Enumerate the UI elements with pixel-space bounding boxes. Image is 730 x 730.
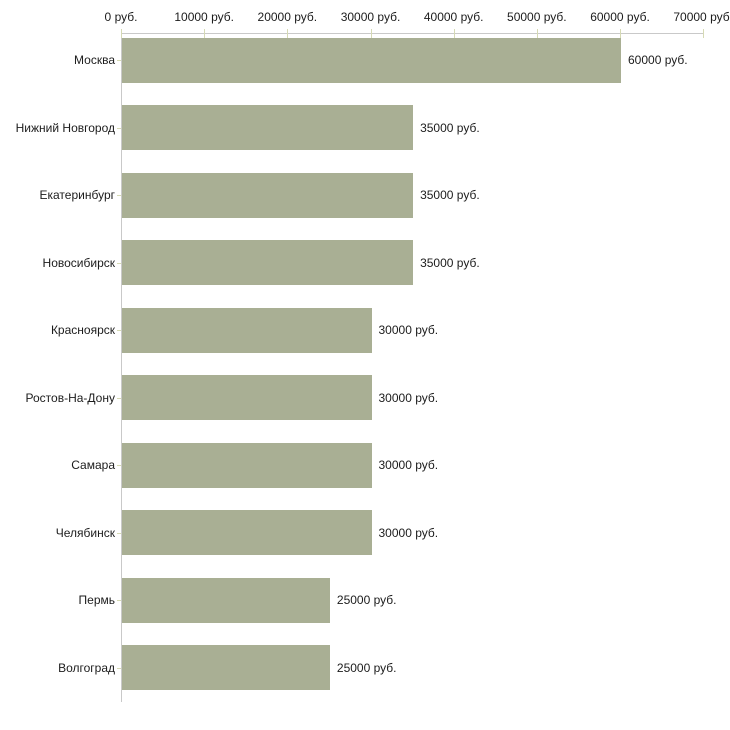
category-label: Москва xyxy=(74,53,115,67)
x-axis-tick xyxy=(453,29,455,38)
bar xyxy=(122,577,330,623)
bar xyxy=(122,645,330,690)
x-axis-tick-label: 30000 руб. xyxy=(340,10,401,24)
category-label: Пермь xyxy=(78,593,115,607)
value-label: 60000 руб. xyxy=(628,53,688,67)
x-axis-tick xyxy=(703,29,705,38)
category-label: Екатеринбург xyxy=(39,188,116,202)
bar xyxy=(122,240,414,285)
x-axis-tick xyxy=(370,29,372,38)
bar xyxy=(122,105,414,150)
value-label: 30000 руб. xyxy=(378,525,439,540)
x-axis-tick xyxy=(620,29,621,38)
y-axis-line xyxy=(121,33,122,702)
category-label: Ростов-На-Дону xyxy=(25,390,115,405)
category-label: Красноярск xyxy=(50,323,115,337)
x-axis-tick-label: 10000 руб. xyxy=(174,10,234,24)
x-axis-tick-label: 60000 руб. xyxy=(590,10,650,24)
x-axis-tick xyxy=(536,29,538,38)
x-axis-line xyxy=(121,33,704,34)
value-label: 35000 руб. xyxy=(420,255,480,270)
category-tick xyxy=(117,465,121,466)
x-axis-tick-label: 70000 руб. xyxy=(673,10,730,24)
category-tick xyxy=(117,330,121,331)
bar xyxy=(122,37,621,83)
value-label: 30000 руб. xyxy=(378,458,439,472)
bar xyxy=(122,510,372,555)
value-label: 35000 руб. xyxy=(420,188,480,202)
value-label: 35000 руб. xyxy=(420,120,480,135)
value-label: 25000 руб. xyxy=(336,593,397,607)
bar xyxy=(122,375,372,420)
x-axis-tick-label: 50000 руб. xyxy=(507,10,567,24)
bar xyxy=(122,307,372,353)
bar xyxy=(122,442,372,488)
category-tick xyxy=(117,600,121,601)
category-tick xyxy=(117,127,121,129)
x-axis-tick-label: 20000 руб. xyxy=(257,10,318,24)
value-label: 30000 руб. xyxy=(378,323,439,337)
value-label: 25000 руб. xyxy=(336,660,397,675)
x-axis-tick-label: 0 руб. xyxy=(104,10,138,24)
category-label: Нижний Новгород xyxy=(15,120,115,135)
x-axis-tick xyxy=(204,29,206,38)
category-tick xyxy=(117,532,121,534)
category-label: Волгоград xyxy=(58,660,115,675)
category-tick xyxy=(117,262,121,264)
bar xyxy=(122,172,414,218)
category-tick xyxy=(117,195,121,196)
value-label: 30000 руб. xyxy=(378,390,439,405)
category-label: Челябинск xyxy=(55,525,115,540)
category-tick xyxy=(117,397,121,399)
x-axis-tick-label: 40000 руб. xyxy=(423,10,484,24)
category-tick xyxy=(117,60,121,61)
x-axis-tick xyxy=(287,29,289,38)
category-tick xyxy=(117,667,121,669)
category-label: Новосибирск xyxy=(42,255,115,270)
x-axis-tick xyxy=(121,29,122,38)
category-label: Самара xyxy=(71,458,115,472)
